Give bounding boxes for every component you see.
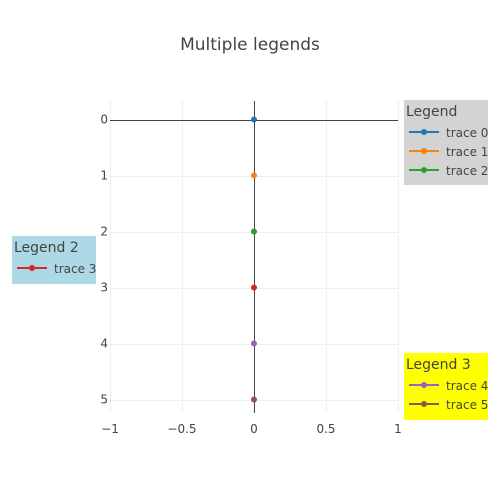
- legend-item[interactable]: trace 4: [405, 376, 488, 395]
- legend-item-label: trace 5: [446, 397, 489, 412]
- legend-item-label: trace 3: [54, 261, 97, 276]
- legend-item[interactable]: trace 2: [405, 161, 488, 180]
- legend-3-title: Legend 3: [406, 357, 471, 373]
- legend-2-items: trace 3: [13, 259, 96, 278]
- x-tick-label-3: 0.5: [316, 422, 335, 436]
- legend-3-items: trace 4 trace 5: [405, 376, 488, 414]
- legend-swatch: [15, 259, 49, 278]
- data-point-trace-0: [251, 116, 257, 123]
- legend-item[interactable]: trace 0: [405, 123, 488, 142]
- legend-3[interactable]: Legend 3 trace 4 trace 5: [404, 353, 488, 420]
- legend-1-items: trace 0 trace 1 trace 2: [405, 123, 488, 180]
- data-point-trace-5: [251, 396, 257, 403]
- trace-layer: [251, 116, 257, 403]
- legend-swatch-marker: [421, 167, 427, 173]
- axis-layer: [110, 101, 398, 413]
- data-point-trace-2: [251, 228, 257, 235]
- legend-swatch-marker: [421, 382, 427, 388]
- y-tick-label-0: 0: [100, 113, 108, 127]
- legend-1[interactable]: Legend trace 0 trace 1 trace 2: [404, 100, 488, 185]
- y-tick-label-4: 4: [100, 337, 108, 351]
- tick-label-layer: −1 −0.5 0 0.5 1 0 1 2 3 4 5: [100, 113, 401, 437]
- legend-2[interactable]: Legend 2 trace 3: [12, 236, 96, 284]
- data-point-trace-4: [251, 340, 257, 347]
- legend-item-label: trace 0: [446, 125, 489, 140]
- legend-item-label: trace 2: [446, 163, 489, 178]
- data-point-trace-1: [251, 172, 257, 179]
- legend-item-label: trace 1: [446, 144, 489, 159]
- x-tick-label-2: 0: [250, 422, 258, 436]
- legend-swatch: [407, 161, 441, 180]
- legend-swatch-marker: [421, 148, 427, 154]
- legend-item[interactable]: trace 3: [13, 259, 96, 278]
- legend-swatch-marker: [421, 129, 427, 135]
- legend-swatch: [407, 376, 441, 395]
- x-tick-label-1: −0.5: [167, 422, 196, 436]
- legend-item[interactable]: trace 1: [405, 142, 488, 161]
- y-tick-label-1: 1: [100, 169, 108, 183]
- y-tick-label-3: 3: [100, 281, 108, 295]
- legend-item[interactable]: trace 5: [405, 395, 488, 414]
- legend-swatch: [407, 123, 441, 142]
- y-tick-label-5: 5: [100, 393, 108, 407]
- chart-title: Multiple legends: [180, 35, 320, 55]
- legend-swatch-marker: [29, 265, 35, 271]
- legend-swatch-marker: [421, 401, 427, 407]
- legend-1-title: Legend: [406, 104, 458, 120]
- y-tick-label-2: 2: [100, 225, 108, 239]
- legend-swatch: [407, 142, 441, 161]
- x-tick-label-4: 1: [394, 422, 402, 436]
- legend-item-label: trace 4: [446, 378, 489, 393]
- legend-2-title: Legend 2: [14, 240, 79, 256]
- data-point-trace-3: [251, 284, 257, 291]
- legend-swatch: [407, 395, 441, 414]
- x-tick-label-0: −1: [101, 422, 119, 436]
